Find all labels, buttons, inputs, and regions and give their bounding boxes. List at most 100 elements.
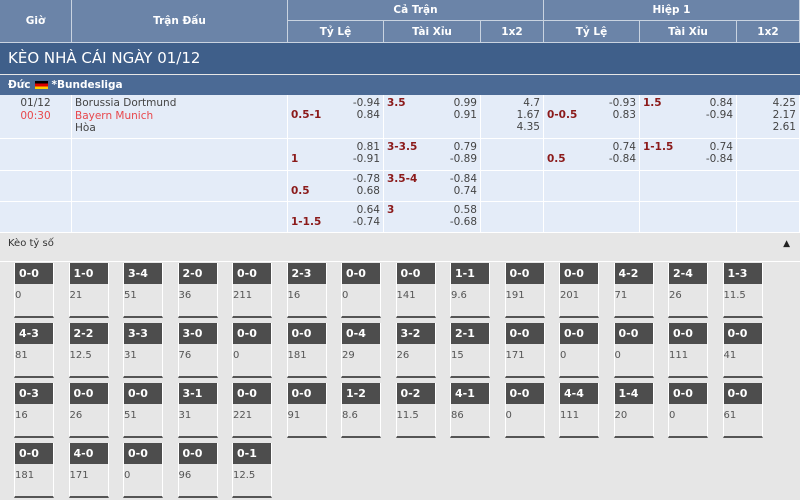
score-card[interactable]: 0-0 211 bbox=[232, 263, 272, 318]
odds-home[interactable]: -0.94 bbox=[352, 97, 380, 109]
odds-home[interactable]: 0.64 bbox=[356, 204, 380, 216]
over-under-cell[interactable]: 3-3.5 0.79 -0.89 bbox=[384, 139, 481, 171]
1x2-cell[interactable]: 4.7 1.67 4.35 bbox=[481, 95, 544, 139]
score-card[interactable]: 0-0 221 bbox=[232, 383, 272, 438]
score-card[interactable]: 0-0 26 bbox=[68, 383, 109, 438]
score-card[interactable]: 0-0 0 bbox=[14, 263, 54, 318]
away-team[interactable]: Bayern Munich bbox=[75, 109, 154, 122]
score-card[interactable]: 2-3 16 bbox=[286, 263, 327, 318]
odds-under[interactable]: -0.68 bbox=[449, 216, 477, 228]
score-card[interactable]: 2-4 26 bbox=[668, 263, 708, 318]
score-card[interactable]: 0-0 0 bbox=[232, 323, 272, 378]
1x2-cell[interactable] bbox=[481, 139, 544, 171]
score-card[interactable]: 0-1 12.5 bbox=[232, 443, 272, 498]
odds-over[interactable]: 0.99 bbox=[453, 97, 477, 109]
score-card[interactable]: 1-0 21 bbox=[68, 263, 109, 318]
odds-away[interactable]: 0.68 bbox=[356, 185, 380, 197]
score-card[interactable]: 0-0 0 bbox=[613, 323, 654, 378]
score-card[interactable]: 1-3 11.5 bbox=[722, 263, 763, 318]
score-card[interactable]: 0-0 0 bbox=[123, 443, 163, 498]
score-card[interactable]: 0-0 0 bbox=[668, 383, 708, 438]
odds-over[interactable]: 0.58 bbox=[453, 204, 477, 216]
score-card[interactable]: 0-0 141 bbox=[395, 263, 436, 318]
odds-over[interactable]: -0.84 bbox=[449, 173, 477, 185]
score-card[interactable]: 2-1 15 bbox=[450, 323, 490, 378]
score-card[interactable]: 0-4 29 bbox=[341, 323, 381, 378]
odds-over[interactable]: 0.84 bbox=[709, 97, 733, 109]
odds-away[interactable]: 0.83 bbox=[612, 109, 636, 121]
home-team[interactable]: Borussia Dortmund bbox=[75, 97, 177, 109]
score-card[interactable]: 0-0 0 bbox=[341, 263, 381, 318]
score-card[interactable]: 4-3 81 bbox=[14, 323, 54, 378]
odds-1x2[interactable]: 4.7 bbox=[523, 97, 540, 109]
score-card[interactable]: 1-1 9.6 bbox=[450, 263, 490, 318]
odds-under[interactable]: -0.94 bbox=[705, 109, 733, 121]
league-row[interactable]: Đức *Bundesliga bbox=[0, 75, 800, 95]
score-card[interactable]: 0-0 91 bbox=[286, 383, 327, 438]
caret-up-icon[interactable]: ▲ bbox=[783, 239, 790, 249]
odds-1x2[interactable]: 4.35 bbox=[516, 121, 540, 133]
score-card[interactable]: 0-0 181 bbox=[14, 443, 54, 498]
odds-home[interactable]: 0.74 bbox=[612, 141, 636, 153]
score-card[interactable]: 3-0 76 bbox=[177, 323, 218, 378]
odds-1x2[interactable]: 4.25 bbox=[772, 97, 796, 109]
half-handicap-cell[interactable]: 0-0.5 -0.93 0.83 bbox=[544, 95, 640, 139]
odds-away[interactable]: -0.91 bbox=[352, 153, 380, 165]
score-card[interactable]: 3-4 51 bbox=[123, 263, 163, 318]
half-over-under-cell[interactable] bbox=[640, 202, 737, 233]
score-card[interactable]: 2-2 12.5 bbox=[68, 323, 109, 378]
score-card[interactable]: 2-0 36 bbox=[177, 263, 218, 318]
score-card[interactable]: 4-0 171 bbox=[68, 443, 109, 498]
score-card[interactable]: 1-4 20 bbox=[613, 383, 654, 438]
score-card[interactable]: 1-2 8.6 bbox=[341, 383, 381, 438]
score-card[interactable]: 0-0 41 bbox=[722, 323, 763, 378]
half-handicap-cell[interactable]: 0.5 0.74 -0.84 bbox=[544, 139, 640, 171]
odds-away[interactable]: 0.84 bbox=[356, 109, 380, 121]
odds-1x2[interactable]: 1.67 bbox=[516, 109, 540, 121]
odds-under[interactable]: 0.74 bbox=[453, 185, 477, 197]
half-over-under-cell[interactable]: 1.5 0.84 -0.94 bbox=[640, 95, 737, 139]
half-over-under-cell[interactable]: 1-1.5 0.74 -0.84 bbox=[640, 139, 737, 171]
correct-score-header[interactable]: Kèo tỷ số ▲ bbox=[0, 235, 800, 262]
odds-under[interactable]: 0.91 bbox=[453, 109, 477, 121]
score-card[interactable]: 0-0 181 bbox=[286, 323, 327, 378]
1x2-cell[interactable] bbox=[481, 171, 544, 202]
handicap-cell[interactable]: 1-1.5 0.64 -0.74 bbox=[288, 202, 384, 233]
score-card[interactable]: 0-0 0 bbox=[504, 383, 545, 438]
half-handicap-cell[interactable] bbox=[544, 171, 640, 202]
score-card[interactable]: 0-0 51 bbox=[123, 383, 163, 438]
odds-home[interactable]: -0.93 bbox=[608, 97, 636, 109]
odds-over[interactable]: 0.79 bbox=[453, 141, 477, 153]
score-card[interactable]: 0-0 191 bbox=[504, 263, 545, 318]
score-card[interactable]: 4-4 111 bbox=[559, 383, 599, 438]
half-1x2-cell[interactable]: 4.25 2.17 2.61 bbox=[737, 95, 800, 139]
score-card[interactable]: 0-0 61 bbox=[722, 383, 763, 438]
score-card[interactable]: 0-3 16 bbox=[14, 383, 54, 438]
half-1x2-cell[interactable] bbox=[737, 171, 800, 202]
over-under-cell[interactable]: 3 0.58 -0.68 bbox=[384, 202, 481, 233]
odds-away[interactable]: -0.84 bbox=[608, 153, 636, 165]
odds-over[interactable]: 0.74 bbox=[709, 141, 733, 153]
score-card[interactable]: 3-1 31 bbox=[177, 383, 218, 438]
half-1x2-cell[interactable] bbox=[737, 202, 800, 233]
odds-away[interactable]: -0.74 bbox=[352, 216, 380, 228]
score-card[interactable]: 4-2 71 bbox=[613, 263, 654, 318]
odds-1x2[interactable]: 2.61 bbox=[772, 121, 796, 133]
handicap-cell[interactable]: 0.5 -0.78 0.68 bbox=[288, 171, 384, 202]
score-card[interactable]: 0-0 111 bbox=[668, 323, 708, 378]
odds-1x2[interactable]: 2.17 bbox=[772, 109, 796, 121]
odds-home[interactable]: 0.81 bbox=[356, 141, 380, 153]
over-under-cell[interactable]: 3.5-4 -0.84 0.74 bbox=[384, 171, 481, 202]
score-card[interactable]: 0-2 11.5 bbox=[395, 383, 436, 438]
odds-home[interactable]: -0.78 bbox=[352, 173, 380, 185]
score-card[interactable]: 3-3 31 bbox=[123, 323, 163, 378]
score-card[interactable]: 0-0 171 bbox=[504, 323, 545, 378]
1x2-cell[interactable] bbox=[481, 202, 544, 233]
handicap-cell[interactable]: 1 0.81 -0.91 bbox=[288, 139, 384, 171]
half-1x2-cell[interactable] bbox=[737, 139, 800, 171]
score-card[interactable]: 0-0 96 bbox=[177, 443, 218, 498]
score-card[interactable]: 4-1 86 bbox=[450, 383, 490, 438]
half-over-under-cell[interactable] bbox=[640, 171, 737, 202]
score-card[interactable]: 3-2 26 bbox=[395, 323, 436, 378]
odds-under[interactable]: -0.84 bbox=[705, 153, 733, 165]
